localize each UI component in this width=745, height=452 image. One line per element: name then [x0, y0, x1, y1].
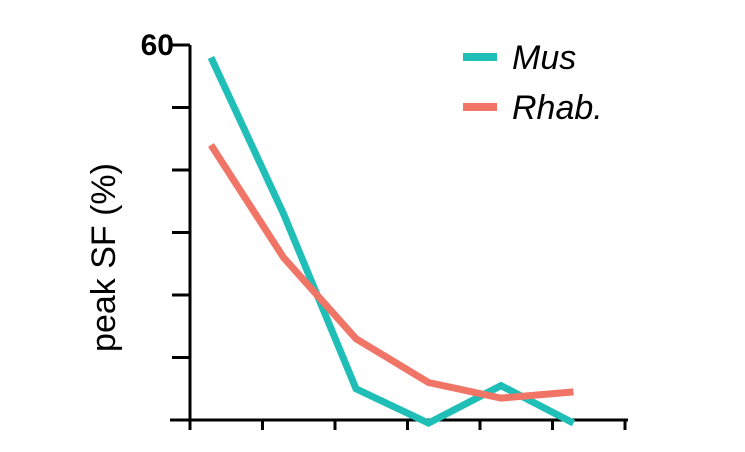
legend-label: Mus	[512, 39, 576, 77]
series-lines	[207, 56, 576, 428]
series-line-1	[208, 143, 574, 402]
y-tick-labels: 60	[141, 29, 174, 62]
legend: Mus Rhab.	[463, 39, 603, 127]
series-line-0	[207, 56, 576, 428]
y-tick-label: 60	[141, 29, 174, 62]
y-ticks	[172, 43, 190, 359]
x-ticks	[188, 420, 627, 430]
y-axis-label: peak SF (%)	[85, 163, 123, 352]
legend-label: Rhab.	[512, 89, 603, 127]
